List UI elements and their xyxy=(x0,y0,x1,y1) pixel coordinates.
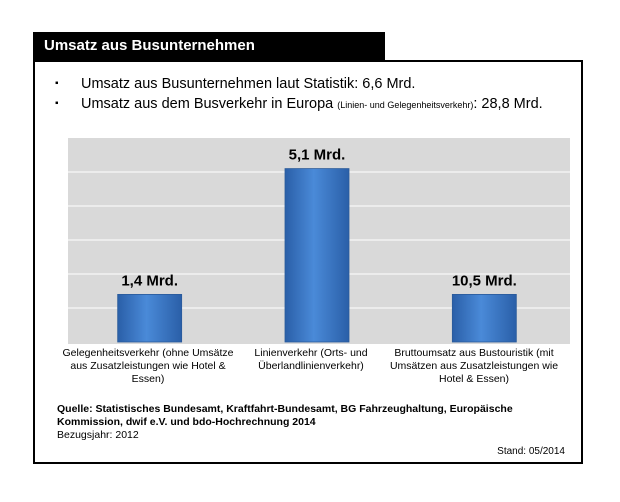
bar-3 xyxy=(451,293,517,343)
source-text: Quelle: Statistisches Bundesamt, Kraftfa… xyxy=(57,403,513,428)
bullet-text: Umsatz aus Busunternehmen laut Statistik… xyxy=(81,76,416,92)
category-label-bustouristik: Bruttoumsatz aus Bustouristik (mit Umsät… xyxy=(389,347,559,385)
bullet-square-icon: ▪ xyxy=(55,98,59,109)
stand-date: Stand: 05/2014 xyxy=(497,446,565,457)
category-label-linienverkehr: Linienverkehr (Orts- und Überlandlinienv… xyxy=(254,347,368,372)
source-note: Quelle: Statistisches Bundesamt, Kraftfa… xyxy=(57,403,557,442)
bullet-item: ▪ Umsatz aus Busunternehmen laut Statist… xyxy=(55,74,575,94)
category-label-gelegenheitsverkehr: Gelegenheitsverkehr (ohne Umsätze aus Zu… xyxy=(62,347,234,385)
bar-2 xyxy=(284,168,350,343)
data-label-3: 10,5 Mrd. xyxy=(452,272,517,289)
bar-chart: 1,4 Mrd. 5,1 Mrd. 10,5 Mrd. xyxy=(68,147,570,343)
reference-year: Bezugsjahr: 2012 xyxy=(57,429,139,441)
bullet-text-note: (Linien- und Gelegenheitsverkehr) xyxy=(337,100,474,110)
page-title: Umsatz aus Busunternehmen xyxy=(33,32,385,60)
bullet-list: ▪ Umsatz aus Busunternehmen laut Statist… xyxy=(55,74,575,115)
data-label-1: 1,4 Mrd. xyxy=(121,272,178,289)
bar-1 xyxy=(117,293,183,343)
bullet-square-icon: ▪ xyxy=(55,78,59,89)
bullet-text-value: : 28,8 Mrd. xyxy=(473,96,543,112)
bullet-item: ▪ Umsatz aus dem Busverkehr in Europa (L… xyxy=(55,94,575,115)
content-frame xyxy=(33,60,583,464)
bullet-text: Umsatz aus dem Busverkehr in Europa xyxy=(81,96,338,112)
data-label-2: 5,1 Mrd. xyxy=(289,147,346,164)
